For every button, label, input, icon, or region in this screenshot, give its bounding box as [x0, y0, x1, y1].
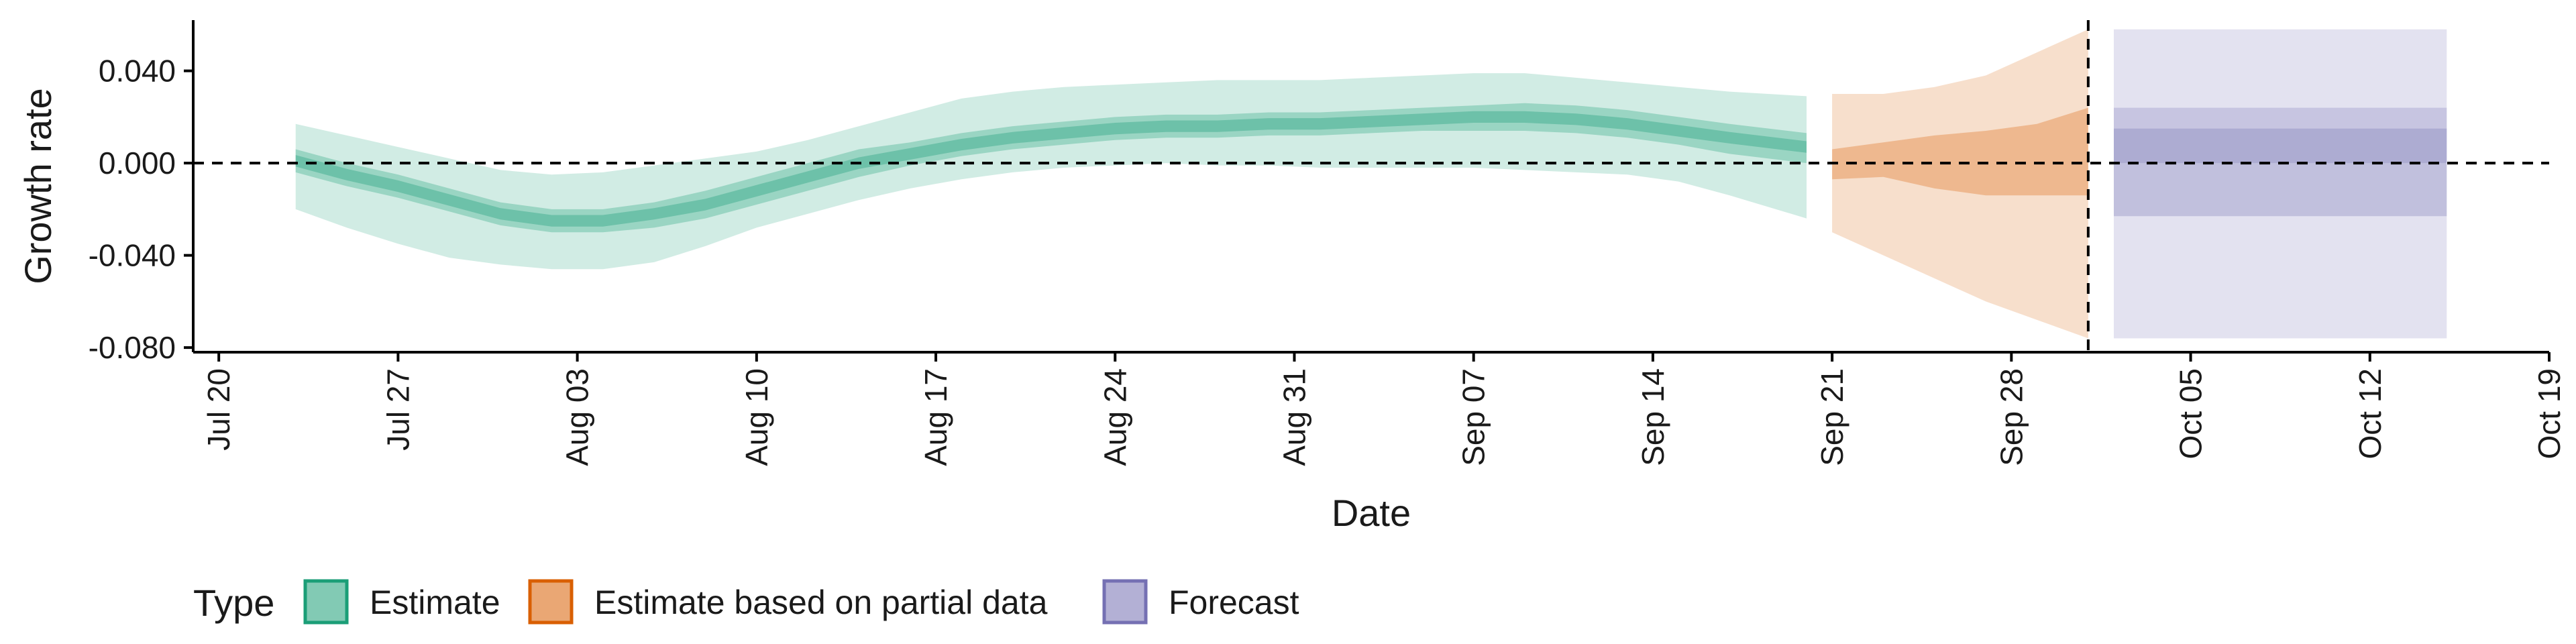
x-tick-label: Oct 19 — [2532, 368, 2567, 460]
x-tick-label: Aug 17 — [918, 368, 953, 466]
median-ribbon-series-0 — [295, 111, 1807, 227]
bands-layer — [295, 29, 2447, 339]
legend-key-0 — [303, 579, 349, 625]
series-2 — [2114, 29, 2447, 339]
series-0 — [295, 73, 1807, 270]
x-tick-label: Oct 05 — [2174, 368, 2208, 460]
band-inner-series-2 — [2114, 107, 2447, 164]
legend-entry-2: Forecast — [1102, 579, 1299, 625]
axes: 0.040 0.000 -0.040 -0.080 Jul 20 Jul 27 Aug 03… — [89, 20, 2567, 466]
x-tick-label: Oct 12 — [2353, 368, 2387, 460]
legend-entry-0: Estimate — [303, 579, 500, 625]
x-tick-label: Aug 03 — [560, 368, 595, 466]
x-tick-label: Sep 21 — [1815, 368, 1849, 466]
legend: Type Estimate Estimate based on partial d… — [193, 579, 1299, 625]
legend-label-1: Estimate based on partial data — [594, 584, 1048, 621]
x-tick-label: Jul 27 — [380, 368, 415, 451]
x-axis-title: Date — [1332, 492, 1411, 534]
x-tick-label: Jul 20 — [201, 368, 236, 451]
band-50-series-0 — [295, 103, 1807, 233]
x-tick-label: Sep 14 — [1635, 368, 1670, 466]
y-axis-title: Growth rate — [17, 88, 59, 284]
legend-title: Type — [193, 582, 274, 624]
legend-key-1 — [528, 579, 574, 625]
x-tick-label: Sep 07 — [1456, 368, 1491, 466]
y-tick-label: -0.040 — [89, 238, 176, 273]
legend-label-0: Estimate — [370, 584, 500, 621]
x-tick-label: Aug 10 — [739, 368, 774, 466]
x-tick-label: Aug 24 — [1097, 368, 1132, 466]
x-tick-label: Aug 31 — [1277, 368, 1311, 466]
y-tick-label: -0.080 — [89, 330, 176, 365]
legend-label-2: Forecast — [1169, 584, 1299, 621]
band-50-series-2 — [2114, 128, 2447, 217]
y-tick-label: 0.040 — [99, 54, 176, 89]
band-90-series-2 — [2114, 29, 2447, 339]
legend-key-2 — [1102, 579, 1148, 625]
x-tick-label: Sep 28 — [1994, 368, 2029, 466]
reference-lines — [193, 20, 2549, 352]
band-50-series-1 — [1832, 107, 2088, 196]
legend-entry-1: Estimate based on partial data — [528, 579, 1048, 625]
series-1 — [1832, 29, 2088, 339]
band-90-series-1 — [1832, 29, 2088, 339]
band-90-series-0 — [295, 73, 1807, 270]
y-tick-label: 0.000 — [99, 146, 176, 180]
